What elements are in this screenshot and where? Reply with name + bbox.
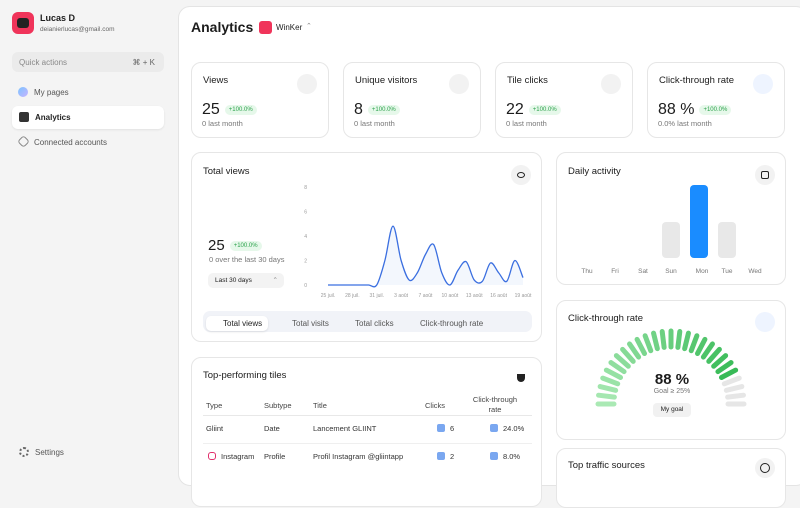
stat-row: 8 +100.0% bbox=[354, 101, 400, 119]
settings[interactable]: Settings bbox=[35, 448, 64, 457]
calendar-icon[interactable] bbox=[755, 165, 775, 185]
stat-previous: 0 last month bbox=[202, 119, 243, 128]
stat-row: 25 +100.0% bbox=[202, 101, 257, 119]
table-cell: Date bbox=[264, 424, 280, 433]
table-cell: 6 bbox=[450, 424, 455, 433]
icon bbox=[19, 112, 29, 122]
goal: Goal ≥ 25% bbox=[653, 388, 691, 395]
globe-icon[interactable] bbox=[755, 458, 775, 478]
quick-actions-label: Quick actions bbox=[19, 58, 68, 67]
icon bbox=[18, 87, 28, 97]
change-badge: +100.0% bbox=[229, 241, 262, 252]
nav-item[interactable]: Connected accounts bbox=[34, 138, 107, 147]
stat-icon bbox=[449, 74, 469, 94]
traffic-card: Top traffic sources bbox=[556, 448, 786, 508]
goal-button[interactable]: My goal bbox=[653, 403, 691, 417]
stat-previous: 0 last month bbox=[354, 119, 395, 128]
change-badge: +100.0% bbox=[528, 104, 561, 115]
table-cell: Lancement GLIINT bbox=[313, 424, 377, 433]
workspace[interactable]: WinKer bbox=[276, 23, 303, 32]
stat-title: Unique visitors bbox=[355, 75, 418, 86]
page-title: Analytics bbox=[191, 19, 254, 35]
column-header[interactable]: Click-through rate bbox=[472, 395, 518, 414]
shortcut: ⌘ + K bbox=[132, 58, 155, 67]
eye-icon[interactable] bbox=[511, 165, 531, 185]
column-header[interactable]: Clicks bbox=[425, 401, 445, 410]
tabs: Total views Total visits Total clicks Cl… bbox=[203, 311, 532, 332]
stat-title: Click-through rate bbox=[659, 75, 734, 86]
caption: 0 over the last 30 days bbox=[209, 255, 285, 264]
tab[interactable]: Click-through rate bbox=[420, 319, 484, 328]
stat-value: 25 bbox=[202, 101, 220, 118]
stat-previous: 0.0% last month bbox=[658, 119, 712, 128]
daily-activity-card: Daily activity bbox=[556, 152, 786, 285]
table-cell: Profil Instagram @gliintapp bbox=[313, 452, 404, 461]
nav-active[interactable] bbox=[12, 106, 164, 129]
stat-title: Tile clicks bbox=[507, 75, 548, 86]
column-header: Type bbox=[206, 401, 223, 410]
top-tiles-card: Top-performing tiles Type Subtype Title … bbox=[191, 357, 542, 507]
card-title: Daily activity bbox=[568, 166, 621, 177]
total-views-value: 25 bbox=[208, 237, 225, 254]
ctr-card: Click-through rate 88 % Goal ≥ 25% My go… bbox=[556, 300, 786, 440]
icon bbox=[19, 447, 29, 457]
avatar[interactable] bbox=[12, 12, 34, 34]
total-views-card: Total views 25 +100.0% 0 over the last 30… bbox=[191, 152, 542, 342]
card-title: Top traffic sources bbox=[568, 460, 645, 471]
card-title: Top-performing tiles bbox=[203, 370, 287, 381]
change-badge: +100.0% bbox=[367, 104, 400, 115]
column-header: Title bbox=[313, 401, 327, 410]
table-cell: Profile bbox=[264, 452, 286, 461]
stat-card: Unique visitors 8 +100.0% 0 last month bbox=[343, 62, 481, 138]
stat-icon bbox=[753, 74, 773, 94]
user-email: deianierlucas@gmail.com bbox=[40, 26, 115, 33]
stat-title: Views bbox=[203, 75, 229, 86]
icon bbox=[17, 135, 30, 148]
table-cell: Instagram bbox=[221, 452, 255, 461]
user-name: Lucas D bbox=[40, 13, 76, 23]
stat-previous: 0 last month bbox=[506, 119, 547, 128]
tab[interactable]: Total visits bbox=[292, 319, 329, 328]
nav-item[interactable]: Analytics bbox=[35, 113, 71, 122]
range-select[interactable]: Last 30 days ⌃ bbox=[208, 273, 284, 288]
workspace-icon bbox=[259, 21, 272, 34]
card-title: Click-through rate bbox=[568, 313, 643, 324]
change-badge: +100.0% bbox=[699, 104, 732, 115]
click-icon bbox=[490, 424, 498, 432]
page: Lucas D deianierlucas@gmail.com Quick ac… bbox=[12, 6, 800, 508]
card-title: Total views bbox=[203, 166, 250, 177]
chevron: ⌃ bbox=[306, 23, 312, 30]
stat-card: Click-through rate 88 % +100.0% 0.0% last m… bbox=[647, 62, 785, 138]
stat-value: 22 bbox=[506, 101, 524, 118]
gauge-value: 88 % bbox=[654, 371, 690, 388]
trophy-icon bbox=[511, 369, 531, 389]
stat-row: 88 % +100.0% bbox=[658, 101, 732, 119]
range: Last 30 days bbox=[215, 277, 252, 284]
instagram-icon bbox=[208, 452, 216, 460]
change-badge: +100.0% bbox=[224, 104, 257, 115]
column-header: Subtype bbox=[264, 401, 292, 410]
table-cell: 24.0% bbox=[503, 424, 525, 433]
stat-row: 22 +100.0% bbox=[506, 101, 561, 119]
click-icon bbox=[437, 424, 445, 432]
stat-value: 88 % bbox=[658, 101, 695, 118]
tab[interactable]: Total views bbox=[206, 316, 269, 331]
ctr-icon[interactable] bbox=[755, 312, 775, 332]
stat-value: 8 bbox=[354, 101, 363, 118]
table-cell: 2 bbox=[450, 452, 455, 461]
click-icon bbox=[490, 452, 498, 460]
tab[interactable]: Total clicks bbox=[355, 319, 394, 328]
table-cell: Gliint bbox=[206, 424, 224, 433]
table-cell: 8.0% bbox=[503, 452, 521, 461]
quick-actions[interactable]: Quick actions ⌘ + K bbox=[12, 52, 164, 72]
stat-icon bbox=[297, 74, 317, 94]
click-icon bbox=[437, 452, 445, 460]
stat-card: Views 25 +100.0% 0 last month bbox=[191, 62, 329, 138]
stat-card: Tile clicks 22 +100.0% 0 last month bbox=[495, 62, 633, 138]
stat-icon bbox=[601, 74, 621, 94]
nav-item[interactable]: My pages bbox=[34, 88, 69, 97]
